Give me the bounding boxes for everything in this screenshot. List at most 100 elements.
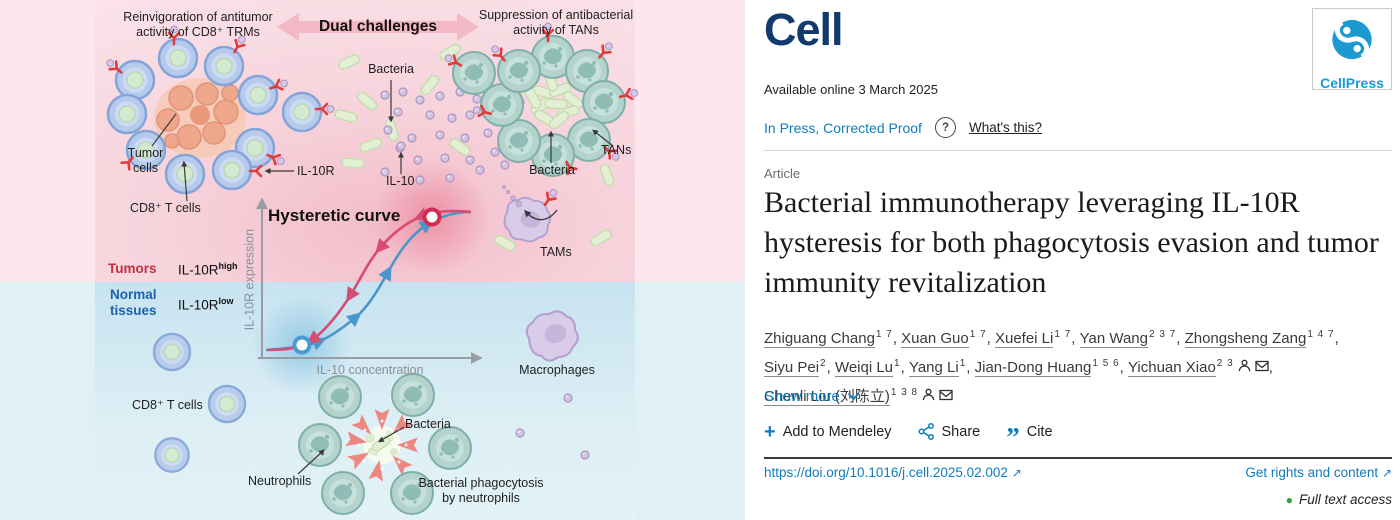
x-axis-label: IL-10 concentration <box>316 363 424 377</box>
tumors-il10r-level: IL-10Rhigh <box>178 261 238 279</box>
available-online-date: Available online 3 March 2025 <box>764 82 938 97</box>
author-affiliations: 1 7 <box>875 329 893 340</box>
author-name: Xuefei Li <box>994 330 1054 348</box>
hysteresis-plot <box>256 197 483 364</box>
author-affiliations: 2 <box>820 358 827 369</box>
author-list: Zhiguang Chang1 7 Xuan Guo1 7 Xuefei Li1… <box>764 322 1400 409</box>
cellpress-wordmark: CellPress <box>1320 75 1384 91</box>
normal-level-base: IL-10R <box>178 297 219 313</box>
pointer-lines <box>151 80 614 475</box>
article-title: Bacterial immunotherapy leveraging IL-10… <box>764 186 1379 299</box>
dual-challenges-label: Dual challenges <box>318 18 437 35</box>
access-status: ● Full text access <box>1286 492 1392 507</box>
share-label: Share <box>941 423 981 440</box>
tans-label: TANs <box>601 143 632 157</box>
author-affiliations: 1 7 <box>969 329 987 340</box>
mail-icon <box>1255 360 1269 372</box>
author-affiliations: 1 <box>894 358 901 369</box>
macrophages-label: Macrophages <box>519 363 595 377</box>
author-link[interactable]: Yang Li1 <box>908 358 975 377</box>
author-link[interactable]: Xuefei Li1 7 <box>994 329 1080 348</box>
author-name: Yan Wang <box>1079 330 1148 348</box>
author-affiliations: 2 3 7 <box>1148 329 1177 340</box>
external-link-icon: ↗ <box>1011 466 1022 480</box>
tumors-level-base: IL-10R <box>178 262 219 278</box>
get-rights-link[interactable]: Get rights and content ↗ <box>1245 465 1392 480</box>
author-link[interactable]: Chenli Liu (刘陈立)1 3 8 <box>764 387 953 406</box>
mail-icon <box>939 389 953 401</box>
bacteria-tan-label: Bacteria <box>529 163 575 177</box>
cite-label: Cite <box>1026 423 1053 440</box>
cd8-bottom-label: CD8⁺ T cells <box>132 398 203 412</box>
author-name: Zhiguang Chang <box>764 330 875 348</box>
dual-challenges-arrow <box>277 13 479 41</box>
tumor-cells-label: Tumor cells <box>127 146 164 176</box>
journal-logo[interactable]: Cell <box>764 4 844 55</box>
rights-text: Get rights and content <box>1245 465 1379 480</box>
author-name: Jian-Dong Huang <box>974 359 1092 377</box>
suppression-caption: Suppression of antibacterial activity of… <box>478 8 634 38</box>
cellpress-logo[interactable]: CellPress <box>1312 8 1392 91</box>
mendeley-label: Add to Mendeley <box>782 423 892 440</box>
author-link[interactable]: Siyu Pei2 <box>764 358 835 377</box>
whats-this-link[interactable]: What's this? <box>968 120 1043 135</box>
article-type: Article <box>764 166 801 181</box>
show-more-button[interactable]: Show more <box>764 388 860 405</box>
author-link[interactable]: Xuan Guo1 7 <box>901 329 995 348</box>
chevron-down-icon <box>847 392 860 401</box>
normal-il10r-level: IL-10Rlow <box>178 296 234 314</box>
bacteria-bottom-label: Bacteria <box>405 417 451 431</box>
plus-icon: + <box>764 420 776 443</box>
access-dot-icon: ● <box>1285 492 1293 507</box>
author-name: Chenli Liu (刘陈立) <box>764 388 890 406</box>
author-name: Zhongsheng Zang <box>1184 330 1307 348</box>
author-affiliations: 1 3 8 <box>890 387 919 398</box>
cellpress-swirl-icon <box>1332 19 1372 60</box>
cd8-top-label: CD8⁺ T cells <box>130 201 201 215</box>
graphical-abstract[interactable]: Reinvigoration of antitumor activity of … <box>0 0 745 520</box>
neutrophils-label: Neutrophils <box>248 474 312 488</box>
tumor-cell-cluster <box>154 78 246 158</box>
doi-link[interactable]: https://doi.org/10.1016/j.cell.2025.02.0… <box>764 465 1022 480</box>
add-to-mendeley-button[interactable]: + Add to Mendeley <box>764 420 892 443</box>
share-icon <box>918 423 934 440</box>
low-state-marker <box>292 335 312 355</box>
author-link[interactable]: Zhongsheng Zang1 4 7 <box>1184 329 1339 348</box>
author-link[interactable]: Yichuan Xiao2 3 <box>1127 358 1273 377</box>
author-affiliations: 1 4 7 <box>1307 329 1335 340</box>
author-link[interactable]: Yan Wang2 3 7 <box>1079 329 1185 348</box>
article-header-panel: Cell CellPress Available online 3 March … <box>745 0 1400 520</box>
author-name: Xuan Guo <box>901 330 969 348</box>
high-state-marker <box>422 207 442 227</box>
header-divider <box>764 150 1392 151</box>
author-link[interactable]: Zhiguang Chang1 7 <box>764 329 901 348</box>
external-link-icon: ↗ <box>1381 466 1392 480</box>
author-affiliations: 1 7 <box>1054 329 1072 340</box>
author-name: Yang Li <box>908 359 959 377</box>
share-button[interactable]: Share <box>918 423 981 440</box>
il10r-label: IL-10R <box>297 164 335 178</box>
doi-divider <box>764 457 1392 459</box>
cite-button[interactable]: ” Cite <box>1006 423 1053 450</box>
access-label: Full text access <box>1298 492 1392 507</box>
help-icon[interactable]: ? <box>934 117 956 138</box>
normal-level-sup: low <box>218 296 234 306</box>
il10-label: IL-10 <box>386 174 415 188</box>
reinvigoration-caption: Reinvigoration of antitumor activity of … <box>123 10 273 40</box>
show-more-label: Show more <box>764 388 840 405</box>
y-axis-label: IL-10R expression <box>242 228 257 331</box>
tumors-level-sup: high <box>218 261 238 271</box>
author-affiliations: 2 3 <box>1216 358 1234 369</box>
bacteria-top-label: Bacteria <box>368 62 414 76</box>
author-name: Yichuan Xiao <box>1127 359 1216 377</box>
author-affiliations: 1 5 6 <box>1092 358 1120 369</box>
graphical-abstract-art <box>0 0 745 520</box>
doi-text: https://doi.org/10.1016/j.cell.2025.02.0… <box>764 465 1008 480</box>
author-link[interactable]: Jian-Dong Huang1 5 6 <box>974 358 1128 377</box>
author-link[interactable]: Weiqi Lu1 <box>834 358 909 377</box>
hysteretic-curve-title: Hysteretic curve <box>268 206 401 225</box>
author-name: Siyu Pei <box>764 359 820 377</box>
tumors-legend: Tumors <box>108 261 157 276</box>
person-icon <box>922 388 935 401</box>
in-press-link[interactable]: In Press, Corrected Proof <box>764 119 922 136</box>
